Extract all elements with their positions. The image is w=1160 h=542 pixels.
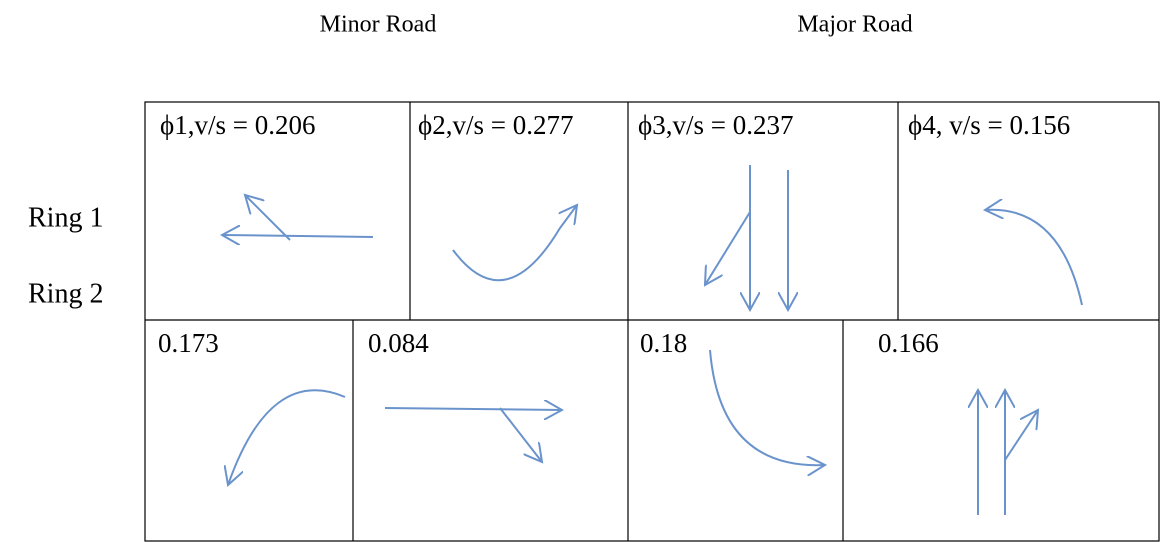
movement-arrows (222, 165, 1083, 515)
header-minor-road: Minor Road (320, 12, 437, 38)
phase-value: 0.166 (878, 328, 939, 358)
header-major-road: Major Road (797, 12, 912, 38)
phase-value: 0.173 (158, 328, 219, 358)
phase-label: ϕ4, v/s = 0.156 (908, 110, 1070, 140)
phase-label: ϕ1,v/s = 0.206 (160, 110, 315, 140)
ring-label: Ring 1 (28, 202, 103, 233)
phase-value: 0.084 (368, 328, 429, 358)
phase-label: ϕ3,v/s = 0.237 (638, 110, 793, 140)
table-border (144, 101, 1160, 542)
phase-label: ϕ2,v/s = 0.277 (418, 110, 573, 140)
phase-value: 0.18 (640, 328, 687, 358)
ring-label: Ring 2 (28, 278, 103, 309)
